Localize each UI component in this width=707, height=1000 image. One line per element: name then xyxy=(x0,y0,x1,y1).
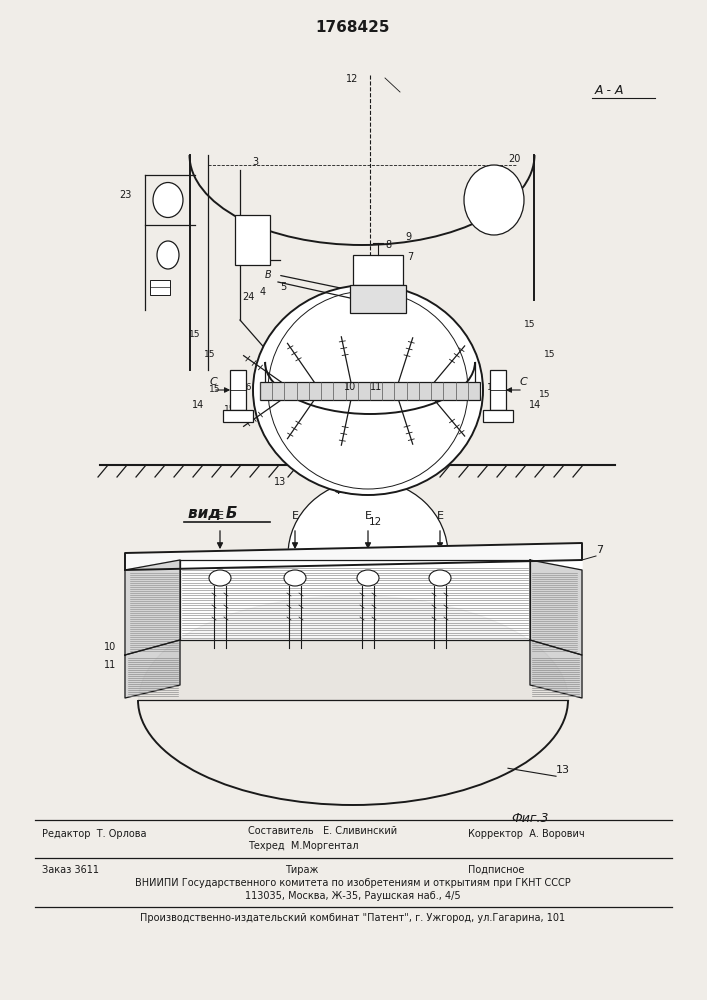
Text: 8: 8 xyxy=(385,240,391,250)
Text: 13: 13 xyxy=(556,765,570,775)
Text: 24: 24 xyxy=(242,292,255,302)
Ellipse shape xyxy=(464,165,524,235)
Text: B: B xyxy=(264,270,271,280)
Text: C: C xyxy=(519,377,527,387)
Polygon shape xyxy=(125,560,180,655)
Text: Составитель   Е. Сливинский: Составитель Е. Сливинский xyxy=(248,826,397,836)
Text: 12: 12 xyxy=(368,517,382,527)
Text: Фиг. 2: Фиг. 2 xyxy=(334,484,375,496)
Bar xyxy=(223,410,253,422)
Text: 15: 15 xyxy=(204,350,216,359)
Text: вид Б: вид Б xyxy=(188,506,238,520)
Polygon shape xyxy=(530,640,582,698)
Ellipse shape xyxy=(209,570,231,586)
Text: 113035, Москва, Ж-35, Раушская наб., 4/5: 113035, Москва, Ж-35, Раушская наб., 4/5 xyxy=(245,891,461,901)
Text: 17: 17 xyxy=(487,383,498,392)
Text: 10: 10 xyxy=(104,642,116,652)
Text: 20: 20 xyxy=(508,154,520,164)
Text: Редактор  Т. Орлова: Редактор Т. Орлова xyxy=(42,829,146,839)
Polygon shape xyxy=(125,543,582,570)
Polygon shape xyxy=(125,560,582,583)
Text: 12: 12 xyxy=(346,74,358,84)
Text: Техред  М.Моргентал: Техред М.Моргентал xyxy=(248,841,358,851)
Text: E: E xyxy=(291,511,298,521)
Bar xyxy=(235,215,270,265)
Text: 5: 5 xyxy=(280,282,286,292)
Ellipse shape xyxy=(284,570,306,586)
Polygon shape xyxy=(530,560,582,655)
Text: 11: 11 xyxy=(370,382,382,392)
Text: 13: 13 xyxy=(274,477,286,487)
Text: E: E xyxy=(216,511,223,521)
Text: 7: 7 xyxy=(407,252,413,262)
Text: 15: 15 xyxy=(544,350,556,359)
Ellipse shape xyxy=(357,570,379,586)
Text: ВНИИПИ Государственного комитета по изобретениям и открытиям при ГКНТ СССР: ВНИИПИ Государственного комитета по изоб… xyxy=(135,878,571,888)
Text: 16: 16 xyxy=(241,383,252,392)
Text: Тираж: Тираж xyxy=(285,865,318,875)
Ellipse shape xyxy=(429,570,451,586)
Polygon shape xyxy=(125,640,180,698)
Text: 15: 15 xyxy=(189,330,201,339)
Bar xyxy=(353,255,403,285)
Text: Производственно-издательский комбинат "Патент", г. Ужгород, ул.Гагарина, 101: Производственно-издательский комбинат "П… xyxy=(141,913,566,923)
Bar xyxy=(260,382,480,400)
Text: А - А: А - А xyxy=(595,84,624,97)
Ellipse shape xyxy=(157,241,179,269)
Text: Заказ 3611: Заказ 3611 xyxy=(42,865,99,875)
Text: 19: 19 xyxy=(442,577,454,587)
Ellipse shape xyxy=(288,480,448,630)
Text: E: E xyxy=(436,511,443,521)
Polygon shape xyxy=(180,560,530,640)
Bar xyxy=(230,370,246,410)
Text: E: E xyxy=(365,511,371,521)
Text: 6: 6 xyxy=(367,302,373,312)
Text: 10: 10 xyxy=(344,382,356,392)
Text: 7: 7 xyxy=(597,545,604,555)
Text: 1768425: 1768425 xyxy=(316,20,390,35)
Text: Подписное: Подписное xyxy=(468,865,525,875)
Text: 14: 14 xyxy=(192,400,204,410)
Ellipse shape xyxy=(253,285,483,495)
Text: 15: 15 xyxy=(525,320,536,329)
Bar xyxy=(483,410,513,422)
Text: 15: 15 xyxy=(539,390,551,399)
Text: 4: 4 xyxy=(260,287,266,297)
Text: 11: 11 xyxy=(104,660,116,670)
Text: 9: 9 xyxy=(405,232,411,242)
Bar xyxy=(490,370,506,410)
Text: C: C xyxy=(209,377,217,387)
Bar xyxy=(150,280,170,295)
Text: 23: 23 xyxy=(119,190,132,200)
Text: 15: 15 xyxy=(224,405,235,414)
Text: 3: 3 xyxy=(252,157,258,167)
Text: Фиг.3: Фиг.3 xyxy=(511,812,549,824)
Text: 14: 14 xyxy=(529,400,541,410)
Ellipse shape xyxy=(153,182,183,218)
Bar xyxy=(350,285,406,313)
Text: 15: 15 xyxy=(209,385,221,394)
Text: Корректор  А. Ворович: Корректор А. Ворович xyxy=(468,829,585,839)
